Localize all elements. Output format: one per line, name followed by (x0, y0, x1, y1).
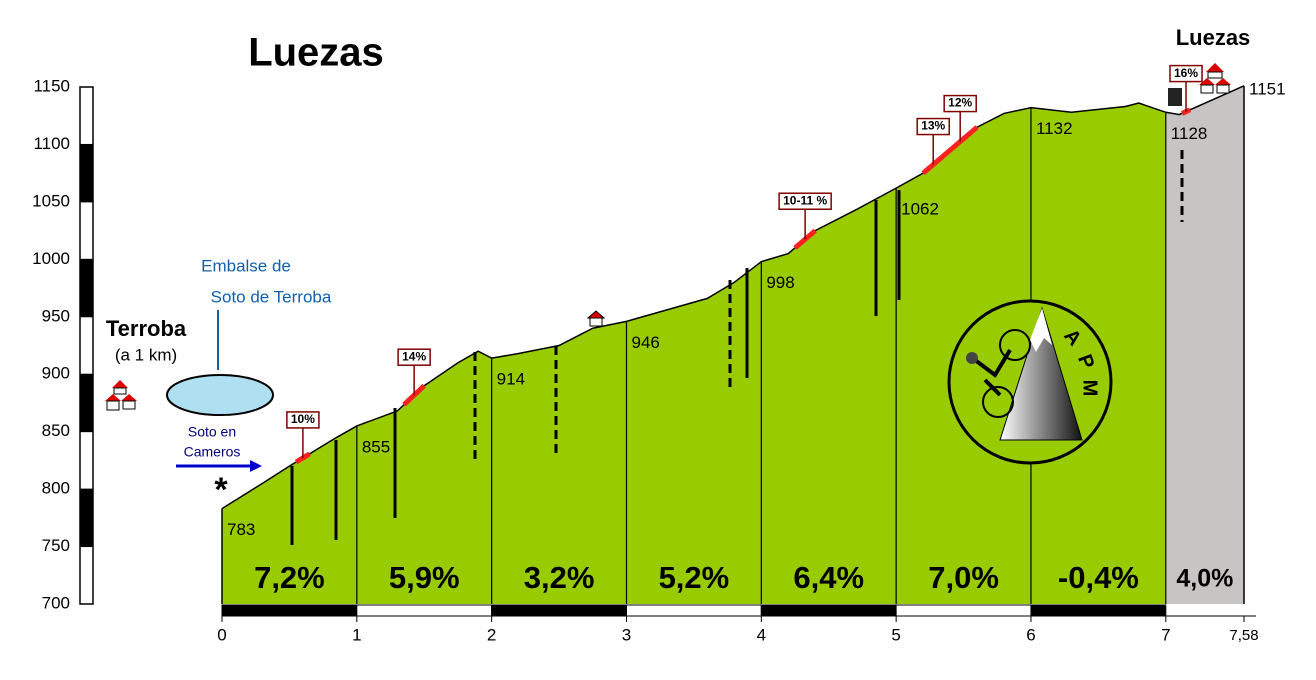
elevation-label: 998 (766, 273, 794, 292)
segment (356, 85, 492, 604)
direction-label: Cameros (184, 444, 241, 460)
x-tick-label: 1 (352, 625, 361, 644)
y-tick-label: 1100 (33, 134, 70, 153)
segment (1165, 85, 1244, 604)
km-band (1030, 604, 1167, 617)
segment-label: 3,2% (524, 560, 595, 595)
reservoir-label: Embalse de (201, 256, 291, 275)
x-tick-label: 3 (622, 625, 631, 644)
segment-label: 7,0% (928, 560, 999, 595)
y-tick-label: 1000 (32, 249, 70, 268)
ramp-label: 12% (948, 96, 972, 110)
scale-band (80, 374, 93, 432)
ramp-label: 14% (402, 349, 426, 363)
x-tick-label: 0 (217, 625, 226, 644)
x-tick-label: 7 (1161, 625, 1170, 644)
segment-label: 5,2% (659, 560, 730, 595)
ramp-box (286, 411, 320, 429)
y-tick-label: 1150 (33, 76, 70, 95)
elevation-label: 1128 (1171, 124, 1208, 143)
y-tick-label: 800 (42, 479, 70, 498)
km-band (356, 604, 493, 617)
x-tick-label: 2 (487, 625, 496, 644)
direction-label: Soto en (188, 424, 236, 440)
monument-icon (1168, 88, 1182, 106)
ramp-box (1169, 64, 1203, 83)
house-icon (586, 310, 606, 327)
segment-label: 7,2% (254, 560, 325, 595)
elevation-label: 783 (227, 520, 255, 539)
segment (761, 85, 897, 604)
segment-label: -0,4% (1058, 560, 1139, 595)
markers (290, 150, 1184, 545)
reservoir-label: Soto de Terroba (211, 287, 332, 306)
ramp-label: 10% (291, 412, 315, 426)
scale-band (80, 489, 93, 547)
x-tick-label: 6 (1026, 625, 1035, 644)
ramp-label: 10-11 % (783, 193, 827, 207)
y-tick-label: 1050 (32, 191, 70, 210)
y-tick-label: 850 (42, 421, 70, 440)
summit-label: Luezas (1176, 25, 1251, 50)
start-town: Terroba (106, 316, 187, 341)
ramp-box (397, 348, 431, 366)
x-tick-label: 4 (757, 625, 766, 644)
elevation-label: 1132 (1036, 119, 1073, 138)
ramp-label: 13% (921, 119, 945, 133)
village-icon (105, 380, 137, 411)
km-band (491, 604, 627, 617)
area-fill (222, 85, 1244, 604)
start-mark: * (214, 471, 228, 509)
y-tick-label: 900 (42, 364, 70, 383)
ramp-label: 16% (1174, 66, 1198, 80)
reservoir (166, 374, 274, 416)
km-band (625, 604, 762, 617)
scale-band (80, 144, 93, 202)
km-band (895, 604, 1032, 617)
km-band (221, 604, 358, 617)
village-icon (1168, 63, 1231, 106)
elevation-label: 1062 (901, 200, 939, 219)
x-tick-label: 7,58 (1229, 627, 1258, 644)
y-tick-label: 950 (42, 306, 70, 325)
segment-label: 5,9% (389, 560, 460, 595)
segment-label: 4,0% (1176, 565, 1233, 593)
elevation-label: 946 (631, 333, 659, 352)
ramp-box (916, 117, 950, 136)
ramp-box (943, 94, 977, 113)
start-town-note: (a 1 km) (115, 345, 177, 364)
elevation-label: 855 (362, 437, 390, 456)
logo: A P M (947, 299, 1113, 465)
y-tick-label: 700 (42, 593, 70, 612)
y-tick-label: 750 (42, 536, 70, 555)
ramp-box (778, 192, 832, 210)
elevation-label: 914 (497, 370, 525, 389)
x-tick-label: 5 (891, 625, 900, 644)
chart-title: Luezas (248, 31, 384, 75)
direction-arrow (250, 460, 262, 472)
logo-letter: M (1079, 380, 1101, 397)
segment (626, 85, 762, 604)
scale-band (80, 259, 93, 317)
km-band (760, 604, 897, 617)
segment-label: 6,4% (793, 560, 864, 595)
elevation-label: 1151 (1249, 79, 1286, 98)
